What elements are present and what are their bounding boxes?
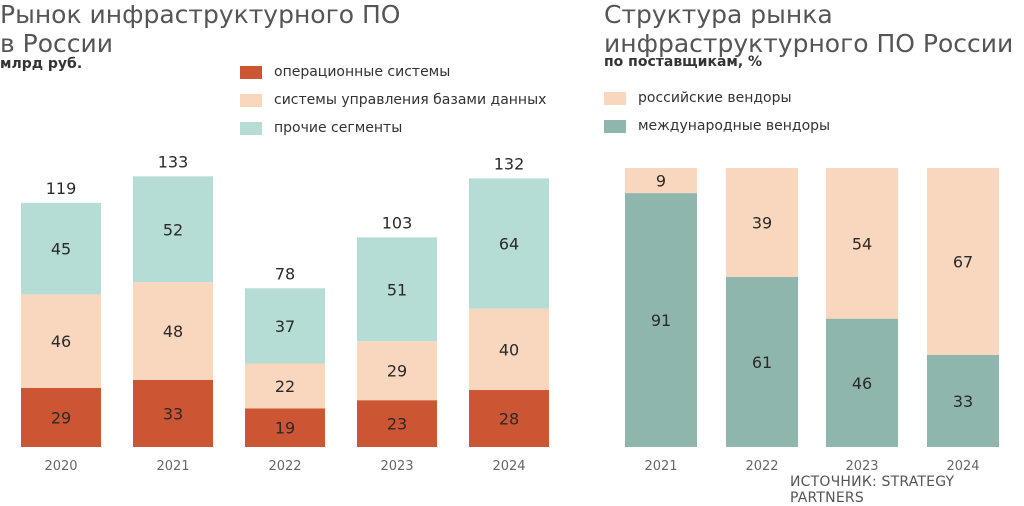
x-tick-right-2024: 2024	[946, 459, 979, 474]
left-chart-title: Рынок инфраструктурного ПО в России	[0, 0, 400, 58]
right-title-line2: инфраструктурного ПО России	[604, 29, 1014, 58]
bar-label-dbms-2021: 48	[163, 322, 183, 341]
legend-swatch-dbms	[240, 93, 262, 107]
bar-label-other-2023: 51	[387, 280, 407, 299]
bar-segment-os-2021	[133, 379, 213, 447]
x-tick-left-2022: 2022	[268, 459, 301, 474]
bar-segment-other-2022	[245, 288, 325, 364]
bar-total-2020: 119	[46, 179, 77, 198]
bar-segment-other-2021	[133, 176, 213, 283]
bar-label-ru-2022: 39	[752, 213, 772, 232]
legend-label-ru: российские вендоры	[638, 90, 792, 106]
legend-swatch-os	[240, 65, 262, 79]
bar-segment-intl-2022	[726, 276, 798, 447]
bar-total-2023: 103	[382, 213, 413, 232]
bar-label-other-2024: 64	[499, 235, 519, 254]
right-chart-title: Структура рынка инфраструктурного ПО Рос…	[604, 0, 1013, 58]
x-tick-left-2020: 2020	[44, 459, 77, 474]
legend-item-intl: международные вендоры	[604, 112, 830, 140]
bar-segment-dbms-2024	[469, 308, 549, 391]
bar-label-intl-2021: 91	[651, 311, 671, 330]
legend-swatch-intl	[604, 119, 626, 133]
x-tick-right-2021: 2021	[644, 459, 677, 474]
legend-item-os: операционные системы	[240, 58, 546, 86]
bar-segment-intl-2023	[826, 318, 898, 447]
bar-segment-ru-2021	[625, 168, 697, 194]
bar-label-intl-2023: 46	[852, 374, 872, 393]
bar-total-2021: 133	[158, 152, 189, 171]
left-legend: операционные системы системы управления …	[240, 58, 546, 142]
bar-label-dbms-2020: 46	[51, 332, 71, 351]
bar-label-other-2021: 52	[163, 220, 183, 239]
x-tick-left-2021: 2021	[156, 459, 189, 474]
bar-label-ru-2023: 54	[852, 234, 872, 253]
bar-segment-os-2022	[245, 408, 325, 447]
bar-label-ru-2024: 67	[953, 252, 973, 271]
bar-segment-dbms-2022	[245, 363, 325, 409]
bar-label-other-2022: 37	[275, 317, 295, 336]
bar-label-dbms-2023: 29	[387, 362, 407, 381]
bar-label-ru-2021: 9	[656, 172, 666, 191]
bar-segment-intl-2021	[625, 193, 697, 447]
bar-label-other-2020: 45	[51, 240, 71, 259]
source-note: ИСТОЧНИК: STRATEGY PARTNERS	[790, 474, 955, 506]
left-chart-subtitle: млрд руб.	[0, 56, 83, 72]
bar-segment-os-2020	[21, 387, 101, 447]
legend-item-other: прочие сегменты	[240, 114, 546, 142]
bar-segment-intl-2024	[927, 354, 999, 447]
bar-segment-dbms-2023	[357, 341, 437, 401]
bar-label-os-2021: 33	[163, 404, 183, 423]
x-tick-left-2024: 2024	[492, 459, 525, 474]
bar-segment-dbms-2020	[21, 294, 101, 388]
legend-label-dbms: системы управления базами данных	[274, 92, 547, 108]
bar-label-os-2023: 23	[387, 415, 407, 434]
right-chart-subtitle: по поставщикам, %	[604, 54, 763, 70]
legend-item-dbms: системы управления базами данных	[240, 86, 546, 114]
legend-label-other: прочие сегменты	[274, 120, 403, 136]
legend-swatch-other	[240, 121, 262, 135]
bar-total-2024: 132	[494, 154, 525, 173]
left-title-line1: Рынок инфраструктурного ПО	[0, 0, 401, 29]
legend-swatch-ru	[604, 91, 626, 105]
legend-label-os: операционные системы	[274, 64, 451, 80]
bar-label-dbms-2024: 40	[499, 340, 519, 359]
bar-segment-os-2023	[357, 400, 437, 447]
bar-label-os-2022: 19	[275, 419, 295, 438]
bar-label-os-2024: 28	[499, 410, 519, 429]
bar-segment-other-2020	[21, 202, 101, 295]
bar-segment-dbms-2021	[133, 282, 213, 380]
right-legend: российские вендоры международные вендоры	[604, 84, 830, 140]
x-tick-right-2023: 2023	[845, 459, 878, 474]
legend-item-ru: российские вендоры	[604, 84, 830, 112]
right-title-line1: Структура рынка	[604, 0, 833, 29]
bar-segment-ru-2023	[826, 168, 898, 319]
bar-label-dbms-2022: 22	[275, 377, 295, 396]
bar-label-intl-2024: 33	[953, 392, 973, 411]
x-tick-left-2023: 2023	[380, 459, 413, 474]
bar-total-2022: 78	[275, 264, 295, 283]
bar-segment-other-2023	[357, 237, 437, 342]
bar-segment-ru-2022	[726, 168, 798, 277]
left-title-line2: в России	[0, 29, 114, 58]
bar-label-intl-2022: 61	[752, 353, 772, 372]
bar-label-os-2020: 29	[51, 408, 71, 427]
bar-segment-ru-2024	[927, 168, 999, 355]
bar-segment-os-2024	[469, 390, 549, 447]
x-tick-right-2022: 2022	[745, 459, 778, 474]
bar-segment-other-2024	[469, 178, 549, 309]
legend-label-intl: международные вендоры	[638, 118, 831, 134]
